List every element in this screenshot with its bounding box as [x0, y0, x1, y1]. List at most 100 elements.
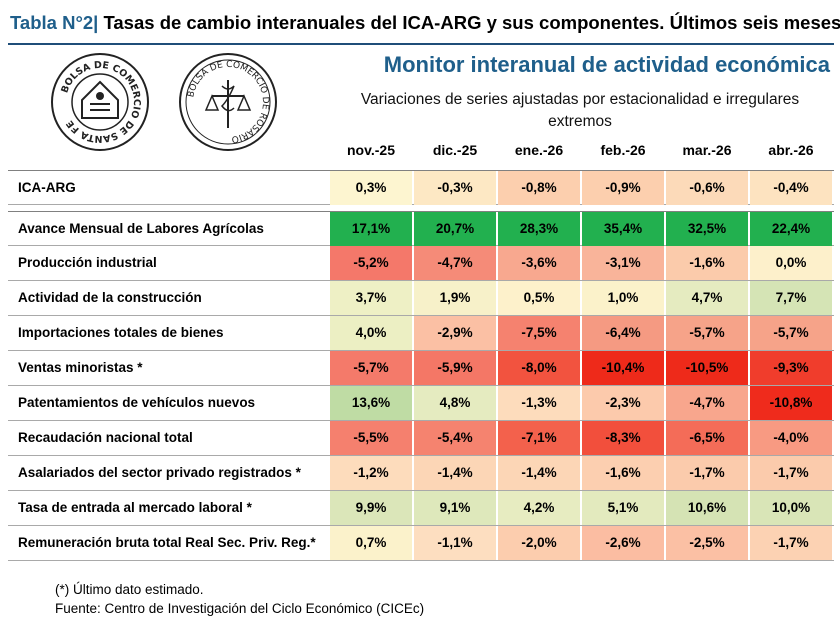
source-note: Fuente: Centro de Investigación del Cicl…: [55, 601, 425, 616]
column-header: mar.-26: [682, 142, 732, 158]
value-cell: 4,2%: [498, 491, 580, 525]
value-cell: 0,7%: [330, 526, 412, 560]
table-row: Ventas minoristas * -5,7% -5,9% -8,0% -10,4%…: [8, 351, 834, 386]
value-cell: -5,2%: [330, 246, 412, 280]
value-cell: -5,7%: [330, 351, 412, 385]
value-cell: -0,4%: [750, 171, 832, 205]
value-cell: -3,6%: [498, 246, 580, 280]
table-row: Asalariados del sector privado registrad…: [8, 456, 834, 491]
value-cell: -1,4%: [498, 456, 580, 490]
value-cell: 9,1%: [414, 491, 496, 525]
value-cell: 0,5%: [498, 281, 580, 315]
value-cell: 17,1%: [330, 212, 412, 246]
value-cell: -3,1%: [582, 246, 664, 280]
value-cell: 35,4%: [582, 212, 664, 246]
table-row: ICA-ARG 0,3% -0,3% -0,8% -0,9% -0,6% -0,4%: [8, 170, 834, 205]
title-divider: [8, 43, 834, 45]
value-cell: 10,0%: [750, 491, 832, 525]
monitor-subtitle: Variaciones de series ajustadas por esta…: [360, 91, 800, 130]
value-cell: -2,3%: [582, 386, 664, 420]
table-row: Producción industrial -5,2% -4,7% -3,6% -3,1…: [8, 246, 834, 281]
value-cell: 13,6%: [330, 386, 412, 420]
value-cell: -2,0%: [498, 526, 580, 560]
santa-fe-seal-icon: BOLSA DE COMERCIO DE SANTA FE: [50, 52, 150, 152]
table-row: Tasa de entrada al mercado laboral * 9,9%…: [8, 491, 834, 526]
value-cell: 3,7%: [330, 281, 412, 315]
value-cell: -1,2%: [330, 456, 412, 490]
value-cell: 1,9%: [414, 281, 496, 315]
column-headers: nov.-25 dic.-25 ene.-26 feb.-26 mar.-26 …: [0, 142, 840, 164]
table-number: Tabla N°2: [10, 12, 94, 33]
value-cell: -1,6%: [582, 456, 664, 490]
table-row: Recaudación nacional total -5,5% -5,4% -7,1…: [8, 421, 834, 456]
value-cell: 22,4%: [750, 212, 832, 246]
rosario-seal-icon: BOLSA DE COMERCIO DE ROSARIO: [178, 52, 278, 152]
table-row: Patentamientos de vehículos nuevos 13,6% 4…: [8, 386, 834, 421]
column-header: abr.-26: [768, 142, 814, 158]
value-cell: -8,3%: [582, 421, 664, 455]
value-cell: -9,3%: [750, 351, 832, 385]
value-cell: -5,5%: [330, 421, 412, 455]
value-cell: -10,8%: [750, 386, 832, 420]
value-cell: -4,0%: [750, 421, 832, 455]
value-cell: -1,6%: [666, 246, 748, 280]
value-cell: -6,5%: [666, 421, 748, 455]
value-cell: -2,9%: [414, 316, 496, 350]
value-cell: 0,3%: [330, 171, 412, 205]
footnote: (*) Último dato estimado.: [55, 582, 204, 597]
value-cell: -7,5%: [498, 316, 580, 350]
value-cell: -0,8%: [498, 171, 580, 205]
row-label: ICA-ARG: [18, 180, 76, 195]
value-cell: -0,6%: [666, 171, 748, 205]
indicators-table: ICA-ARG 0,3% -0,3% -0,8% -0,9% -0,6% -0,4% Avan…: [8, 170, 834, 561]
value-cell: -4,7%: [666, 386, 748, 420]
row-label: Producción industrial: [18, 255, 157, 270]
value-cell: 7,7%: [750, 281, 832, 315]
value-cell: -10,5%: [666, 351, 748, 385]
value-cell: 20,7%: [414, 212, 496, 246]
row-label: Patentamientos de vehículos nuevos: [18, 395, 256, 410]
value-cell: -8,0%: [498, 351, 580, 385]
row-label: Importaciones totales de bienes: [18, 325, 224, 340]
value-cell: -1,1%: [414, 526, 496, 560]
value-cell: -0,9%: [582, 171, 664, 205]
value-cell: -1,4%: [414, 456, 496, 490]
value-cell: 0,0%: [750, 246, 832, 280]
value-cell: -10,4%: [582, 351, 664, 385]
value-cell: -0,3%: [414, 171, 496, 205]
value-cell: -1,3%: [498, 386, 580, 420]
value-cell: -7,1%: [498, 421, 580, 455]
value-cell: -1,7%: [666, 456, 748, 490]
row-label: Asalariados del sector privado registrad…: [18, 465, 301, 480]
value-cell: 9,9%: [330, 491, 412, 525]
value-cell: 5,1%: [582, 491, 664, 525]
table-row: Importaciones totales de bienes 4,0% -2,9%…: [8, 316, 834, 351]
value-cell: 28,3%: [498, 212, 580, 246]
table-row: Avance Mensual de Labores Agrícolas 17,1%…: [8, 211, 834, 246]
column-header: feb.-26: [600, 142, 646, 158]
value-cell: -1,7%: [750, 526, 832, 560]
table-row: Remuneración bruta total Real Sec. Priv.…: [8, 526, 834, 561]
value-cell: -2,6%: [582, 526, 664, 560]
value-cell: 10,6%: [666, 491, 748, 525]
value-cell: 32,5%: [666, 212, 748, 246]
value-cell: -5,7%: [666, 316, 748, 350]
value-cell: 4,8%: [414, 386, 496, 420]
value-cell: -5,4%: [414, 421, 496, 455]
value-cell: 4,0%: [330, 316, 412, 350]
value-cell: -6,4%: [582, 316, 664, 350]
value-cell: -5,9%: [414, 351, 496, 385]
value-cell: -5,7%: [750, 316, 832, 350]
column-header: dic.-25: [432, 142, 478, 158]
value-cell: 1,0%: [582, 281, 664, 315]
row-label: Tasa de entrada al mercado laboral *: [18, 500, 252, 515]
table-title: Tabla N°2| Tasas de cambio interanuales …: [0, 12, 840, 40]
value-cell: 4,7%: [666, 281, 748, 315]
title-separator: |: [93, 12, 99, 33]
value-cell: -2,5%: [666, 526, 748, 560]
value-cell: -1,7%: [750, 456, 832, 490]
row-label: Remuneración bruta total Real Sec. Priv.…: [18, 535, 316, 550]
table-title-text: Tasas de cambio interanuales del ICA-ARG…: [103, 12, 840, 33]
row-label: Actividad de la construcción: [18, 290, 202, 305]
table-row: Actividad de la construcción 3,7% 1,9% 0,5%…: [8, 281, 834, 316]
